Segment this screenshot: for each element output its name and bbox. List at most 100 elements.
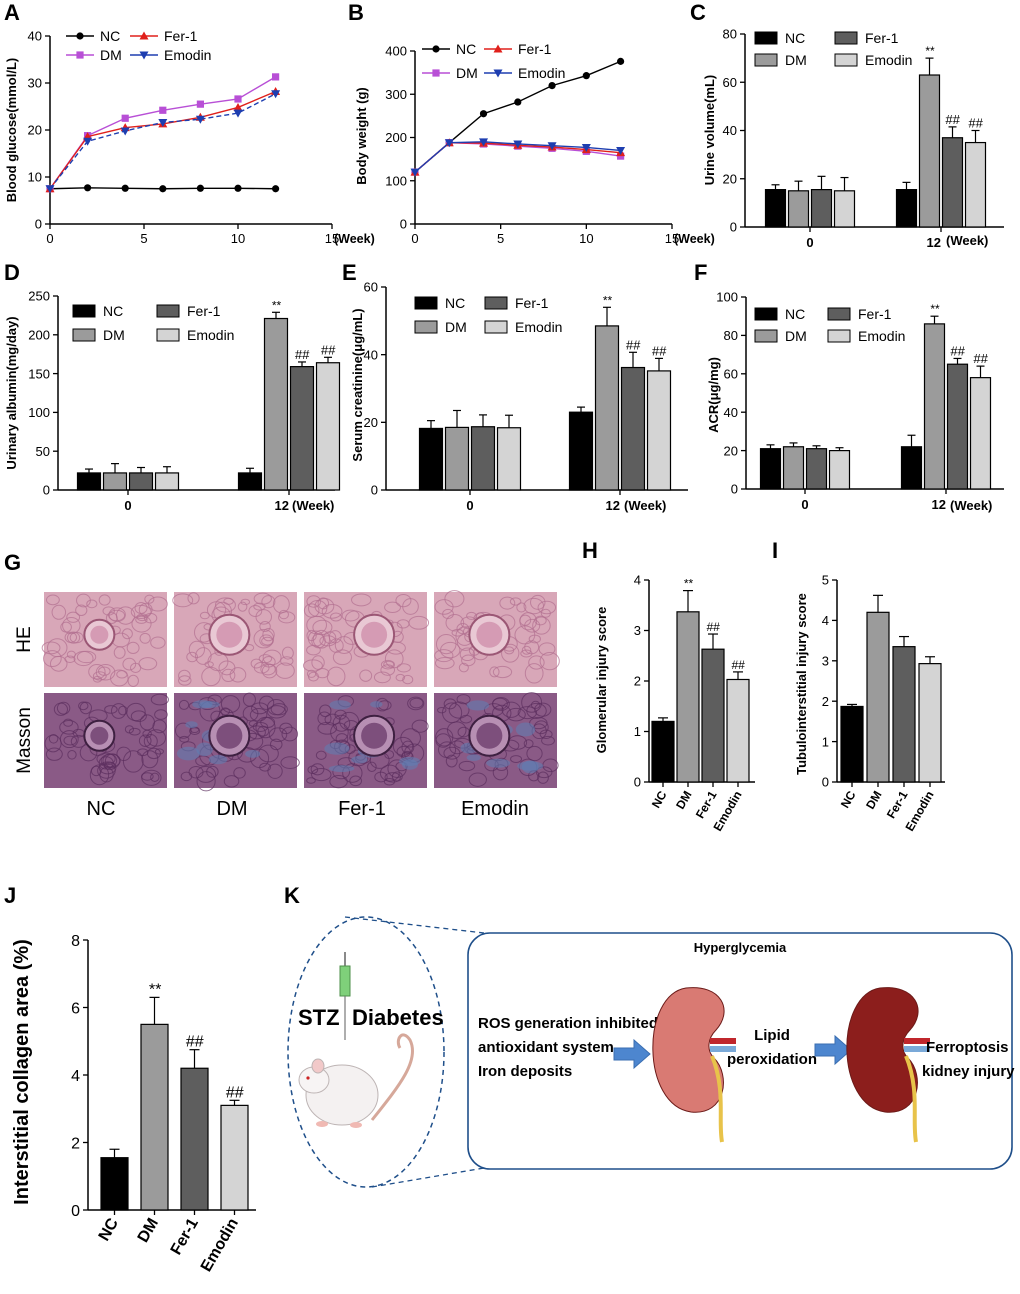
tubule-texture — [154, 748, 164, 755]
bar-C-Fer-1-12 — [941, 137, 964, 228]
collagen-fibers — [486, 758, 511, 768]
tubule-texture — [138, 657, 158, 671]
diabetes-label: Diabetes — [352, 1005, 444, 1030]
y-tick-label-F: 0 — [731, 482, 738, 497]
significance-label-C: ## — [945, 112, 960, 127]
histology-col-label-DM: DM — [216, 798, 247, 820]
tubule-texture — [128, 727, 141, 736]
x-tick-label-F: 0 — [801, 497, 808, 512]
panel-label-D: D — [4, 260, 20, 285]
significance-label-C: ## — [968, 116, 983, 131]
renal-artery — [710, 1038, 736, 1044]
legend-swatch-E-NC — [414, 296, 438, 310]
tubule-texture — [253, 602, 266, 611]
x-tick-label-D: 0 — [124, 498, 131, 513]
histology-image-Masson-0 — [44, 693, 169, 788]
syringe-barrel — [339, 965, 351, 997]
tubule-texture — [402, 674, 414, 685]
tubule-texture — [539, 651, 560, 671]
glomerulus-tuft — [216, 621, 243, 648]
legend-label-F: NC — [785, 306, 805, 322]
tubule-texture — [110, 669, 129, 687]
glomerulus-tuft — [90, 625, 109, 644]
tubule-texture — [501, 701, 521, 718]
glomerulus-tuft — [361, 621, 388, 648]
legend-label-E: NC — [445, 295, 465, 311]
y-tick-label-H: 3 — [634, 623, 641, 638]
legend-label-F: Fer-1 — [858, 306, 892, 322]
tubule-texture — [532, 616, 551, 635]
x-tick-label-D: 12 — [275, 498, 289, 513]
y-axis-label-A: Blood glucose(mmol/L) — [4, 58, 19, 202]
glomerulus-tuft — [476, 621, 503, 648]
collagen-fibers — [370, 701, 383, 708]
tubule-texture — [67, 631, 81, 644]
tubule-texture — [535, 766, 553, 779]
tubule-texture — [530, 594, 546, 610]
tubule-texture — [118, 705, 128, 716]
tubule-texture — [445, 754, 458, 768]
collagen-fibers — [398, 756, 421, 766]
data-point-A-Emodin — [120, 127, 130, 136]
y-tick-label-I: 0 — [822, 775, 829, 790]
x-axis-label-D: (Week) — [292, 498, 334, 513]
legend-marker-A-Emodin — [139, 51, 149, 60]
bar-H-NC — [651, 720, 675, 783]
tubule-texture — [315, 668, 330, 679]
left-text-line: antioxidant system — [478, 1039, 614, 1056]
tubule-texture — [459, 647, 476, 662]
tubule-texture — [317, 721, 338, 735]
data-point-B-Emodin — [410, 168, 420, 177]
tubule-texture — [102, 606, 115, 616]
tubule-texture — [534, 615, 547, 626]
legend-label-F: Emodin — [858, 328, 905, 344]
series-line-A-DM — [49, 76, 276, 190]
tubule-texture — [448, 701, 470, 719]
tubule-texture — [248, 604, 263, 618]
tubule-texture — [196, 771, 216, 792]
tubule-texture — [329, 612, 342, 622]
significance-label-C: ** — [925, 44, 935, 58]
y-tick-label-F: 80 — [724, 328, 738, 343]
renal-vein — [710, 1046, 736, 1052]
collagen-fibers — [466, 700, 490, 711]
collagen-fibers — [185, 721, 198, 729]
data-point-A-DM — [196, 100, 204, 108]
chart-B: 0 100 200 300 400 0 5 10 15(Week) NC Fer-1 DM Emodin — [385, 41, 714, 246]
tubule-texture — [311, 768, 332, 782]
tubule-texture — [306, 595, 321, 608]
tubule-texture — [199, 611, 210, 620]
collagen-fibers — [208, 755, 228, 765]
tubule-texture — [506, 707, 526, 722]
x-tick-label-I: Fer-1 — [884, 788, 911, 821]
x-axis-label-E: (Week) — [624, 498, 666, 513]
tubule-texture — [373, 671, 391, 684]
tubule-texture — [521, 692, 543, 713]
tubule-texture — [312, 619, 333, 636]
glomerulus-tuft — [90, 726, 109, 745]
bar-D-NC-0 — [76, 472, 102, 491]
tubule-texture — [258, 654, 273, 664]
histology-col-label-Fer-1: Fer-1 — [338, 798, 386, 820]
y-tick-label-H: 2 — [634, 674, 641, 689]
tubule-texture — [204, 661, 214, 668]
legend-label-A: DM — [100, 47, 122, 63]
data-point-B-Emodin — [616, 146, 626, 155]
tubule-texture — [138, 734, 152, 747]
bar-E-Emodin-12 — [646, 370, 672, 491]
tubule-texture — [537, 600, 557, 615]
tubule-texture — [517, 706, 538, 720]
bar-C-NC-12 — [895, 189, 918, 228]
left-text-line: ROS generation inhibited — [478, 1015, 658, 1032]
legend-label-B: Emodin — [518, 65, 565, 81]
y-axis-label-H: Glomerular injury score — [594, 607, 609, 754]
significance-label-E: ## — [626, 337, 641, 352]
chart-J: 0 2 4 6 8 NC DM ** Fer-1 ## Emodin ## — [71, 933, 256, 1275]
data-point-B-Emodin — [479, 138, 489, 147]
y-tick-label-D: 200 — [28, 327, 50, 342]
data-point-B-NC — [479, 110, 488, 118]
legend-swatch-E-Emodin — [484, 320, 508, 334]
collagen-fibers — [324, 742, 350, 755]
tubule-texture — [407, 696, 425, 711]
tubule-texture — [528, 655, 545, 670]
